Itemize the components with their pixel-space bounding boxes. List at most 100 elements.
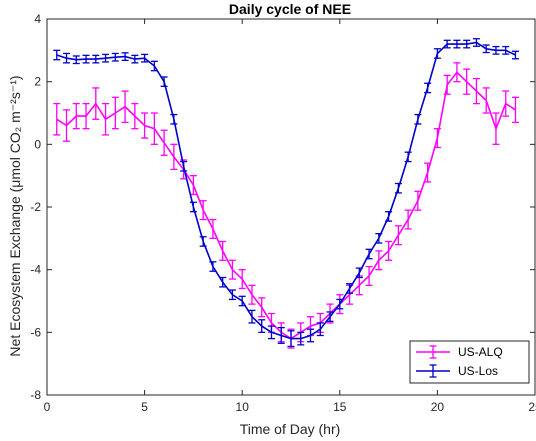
error-bar bbox=[92, 87, 100, 120]
x-tick-label: 5 bbox=[141, 400, 148, 414]
y-axis-label: Net Ecosystem Exchange (μmol CO₂ m⁻²s⁻¹) bbox=[7, 75, 23, 356]
error-bar bbox=[111, 96, 119, 130]
error-bar bbox=[248, 284, 256, 305]
series-us-los bbox=[53, 38, 519, 348]
error-bar bbox=[404, 209, 412, 230]
error-bar bbox=[385, 211, 393, 222]
error-bar bbox=[365, 248, 373, 260]
error-bar bbox=[131, 102, 139, 130]
error-bar bbox=[121, 52, 129, 62]
error-bar bbox=[238, 295, 246, 307]
error-bar bbox=[228, 289, 236, 301]
error-bar bbox=[482, 87, 490, 114]
error-bar bbox=[424, 82, 432, 94]
error-bar bbox=[336, 298, 344, 310]
chart-title: Daily cycle of NEE bbox=[229, 1, 351, 17]
error-bar bbox=[433, 48, 441, 59]
error-bar bbox=[277, 326, 285, 344]
series-line bbox=[56, 41, 516, 340]
error-bar bbox=[72, 55, 80, 65]
error-bar bbox=[238, 269, 246, 290]
x-tick-label: 15 bbox=[333, 400, 347, 414]
error-bar bbox=[160, 129, 168, 156]
error-bar bbox=[472, 77, 480, 105]
y-tick-label: 2 bbox=[34, 75, 41, 89]
error-bar bbox=[170, 113, 178, 125]
error-bar bbox=[433, 128, 441, 149]
error-bar bbox=[511, 96, 519, 124]
error-bar bbox=[63, 109, 71, 142]
error-bar bbox=[472, 38, 480, 47]
error-bar bbox=[53, 49, 61, 61]
x-tick-label: 0 bbox=[44, 400, 51, 414]
y-tick-label: 0 bbox=[34, 137, 41, 151]
error-bar bbox=[228, 259, 236, 280]
legend-entry: US-ALQ bbox=[416, 345, 503, 359]
error-bar bbox=[346, 283, 354, 294]
error-bar bbox=[258, 319, 266, 333]
error-bar bbox=[365, 265, 373, 286]
error-bar bbox=[160, 76, 168, 88]
error-bar bbox=[150, 112, 158, 145]
error-bar bbox=[258, 297, 266, 318]
error-bar bbox=[424, 162, 432, 183]
series-layer bbox=[53, 38, 519, 349]
error-bar bbox=[248, 309, 256, 324]
error-bar bbox=[502, 90, 510, 117]
error-bar bbox=[199, 236, 207, 247]
error-bar bbox=[355, 267, 363, 279]
error-bar bbox=[111, 52, 119, 62]
x-tick-label: 10 bbox=[236, 400, 250, 414]
error-bar bbox=[141, 53, 149, 63]
error-bar bbox=[443, 39, 451, 49]
error-bar bbox=[316, 322, 324, 337]
error-bar bbox=[492, 112, 500, 145]
error-bar bbox=[63, 52, 71, 64]
error-bar bbox=[102, 53, 110, 63]
error-bar bbox=[141, 112, 149, 139]
error-bar bbox=[492, 45, 500, 55]
error-bar bbox=[131, 54, 139, 64]
error-bar bbox=[121, 90, 129, 124]
error-bar bbox=[189, 201, 197, 213]
error-bar bbox=[394, 182, 402, 194]
error-bar bbox=[72, 102, 80, 130]
error-bar bbox=[219, 276, 227, 288]
y-tick-label: -6 bbox=[30, 325, 41, 339]
error-bar bbox=[375, 232, 383, 244]
x-tick-label: 20 bbox=[431, 400, 445, 414]
error-bar bbox=[199, 200, 207, 221]
error-bar bbox=[394, 225, 402, 246]
error-bar bbox=[150, 60, 158, 72]
error-bar bbox=[453, 39, 461, 49]
error-bar bbox=[170, 143, 178, 171]
error-bar bbox=[92, 54, 100, 64]
x-tick-label: 25 bbox=[528, 400, 536, 414]
error-bar bbox=[180, 160, 188, 172]
error-bar bbox=[443, 74, 451, 95]
error-bar bbox=[82, 102, 90, 130]
y-tick-label: -4 bbox=[30, 263, 41, 277]
legend-label: US-Los bbox=[458, 364, 498, 378]
error-bar bbox=[385, 240, 393, 261]
error-bar bbox=[53, 102, 61, 136]
x-axis-label: Time of Day (hr) bbox=[240, 421, 341, 437]
error-bar bbox=[82, 54, 90, 64]
legend-label: US-ALQ bbox=[458, 345, 503, 359]
error-bar bbox=[414, 113, 422, 125]
legend: US-ALQ US-Los bbox=[409, 340, 530, 384]
error-bar bbox=[482, 44, 490, 54]
error-bar bbox=[375, 250, 383, 271]
error-bar bbox=[287, 330, 295, 348]
error-bar bbox=[297, 331, 305, 346]
legend-box bbox=[409, 340, 530, 384]
error-bar bbox=[404, 151, 412, 163]
error-bar bbox=[414, 190, 422, 211]
y-tick-label: 4 bbox=[34, 12, 41, 26]
error-bar bbox=[502, 45, 510, 55]
error-bar bbox=[102, 102, 110, 136]
error-bar bbox=[267, 325, 275, 340]
series-us-alq bbox=[53, 62, 519, 349]
y-tick-label: -8 bbox=[30, 388, 41, 402]
